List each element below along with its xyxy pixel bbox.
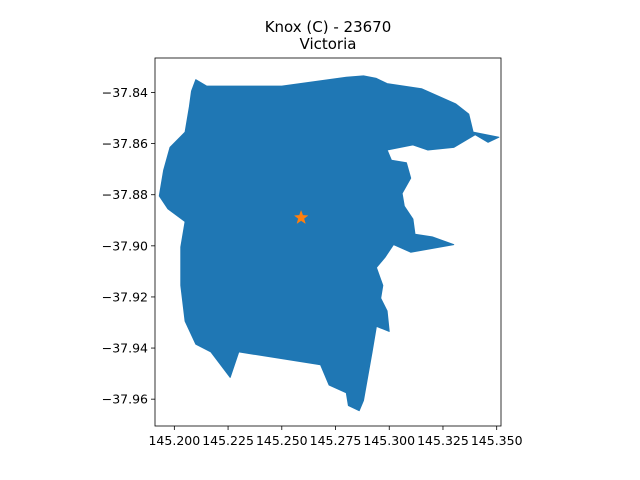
- plot-area: [158, 75, 500, 412]
- title-line-2: Victoria: [300, 35, 357, 53]
- y-tick-label: −37.90: [102, 238, 148, 253]
- y-tick-label: −37.96: [102, 392, 148, 407]
- chart-title: Knox (C) - 23670 Victoria: [265, 18, 392, 53]
- y-tick-label: −37.86: [102, 136, 148, 151]
- x-tick-label: 145.225: [202, 433, 254, 448]
- x-tick-label: 145.350: [471, 433, 523, 448]
- x-tick-label: 145.275: [310, 433, 362, 448]
- title-line-1: Knox (C) - 23670: [265, 18, 392, 36]
- centroid-star-marker: [293, 209, 309, 225]
- axes: 145.200 145.225 145.250 145.275 145.300 145.3…: [102, 57, 523, 448]
- x-tick-label: 145.200: [148, 433, 200, 448]
- region-polygon: [158, 75, 500, 412]
- axes-frame: [154, 57, 502, 427]
- y-tick-label: −37.92: [102, 289, 148, 304]
- y-tick-label: −37.94: [102, 341, 148, 356]
- x-tick-label: 145.325: [417, 433, 469, 448]
- y-tick-label: −37.88: [102, 187, 148, 202]
- y-tick-label: −37.84: [102, 85, 148, 100]
- x-tick-label: 145.250: [256, 433, 308, 448]
- x-tick-label: 145.300: [363, 433, 415, 448]
